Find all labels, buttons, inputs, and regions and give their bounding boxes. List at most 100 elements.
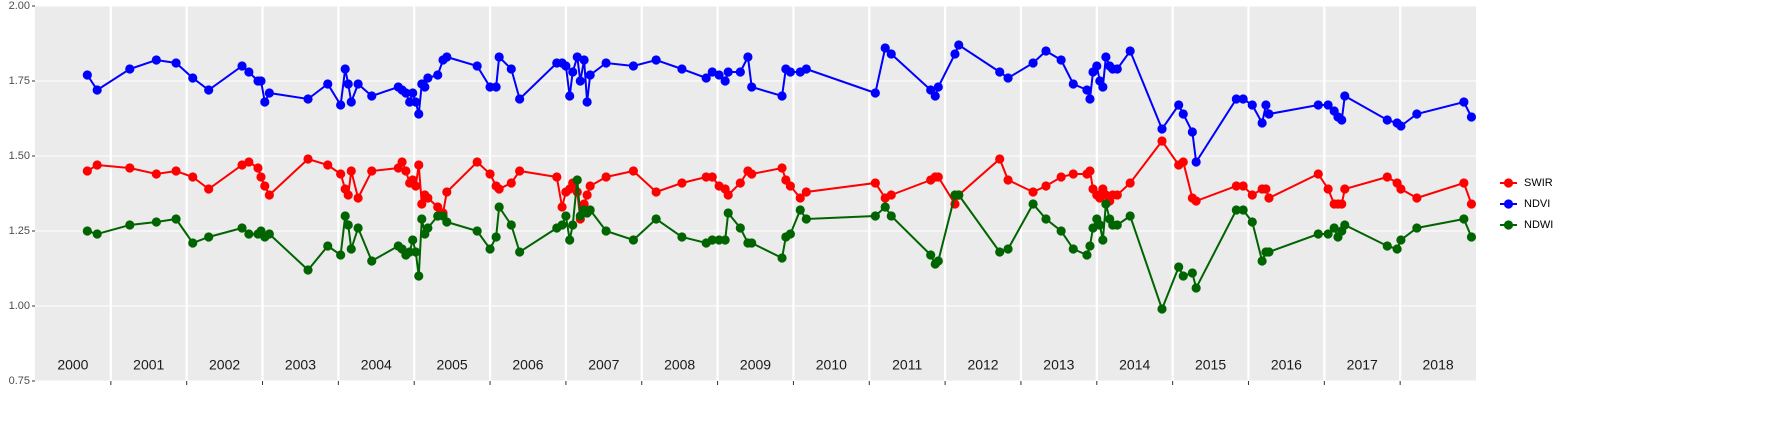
plot-panel bbox=[35, 6, 1476, 381]
data-point bbox=[601, 58, 611, 68]
data-point bbox=[795, 205, 805, 215]
data-point bbox=[1412, 223, 1422, 233]
data-point bbox=[1329, 223, 1339, 233]
data-point bbox=[777, 91, 787, 101]
data-point bbox=[244, 229, 254, 239]
data-point bbox=[1041, 181, 1051, 191]
data-point bbox=[720, 76, 730, 86]
data-point bbox=[1247, 190, 1257, 200]
data-point bbox=[1382, 115, 1392, 125]
data-point bbox=[1459, 178, 1469, 188]
year-label: 2010 bbox=[816, 357, 847, 373]
data-point bbox=[417, 214, 427, 224]
data-point bbox=[1257, 118, 1267, 128]
data-point bbox=[323, 160, 333, 170]
data-point bbox=[1261, 184, 1271, 194]
data-point bbox=[707, 235, 717, 245]
data-point bbox=[367, 256, 377, 266]
data-point bbox=[1412, 193, 1422, 203]
data-point bbox=[1340, 184, 1350, 194]
data-point bbox=[743, 52, 753, 62]
data-point bbox=[1082, 250, 1092, 260]
data-point bbox=[1191, 196, 1201, 206]
year-label: 2017 bbox=[1347, 357, 1378, 373]
data-point bbox=[125, 64, 135, 74]
data-point bbox=[886, 49, 896, 59]
data-point bbox=[565, 235, 575, 245]
data-point bbox=[1098, 82, 1108, 92]
legend-key-point bbox=[1503, 178, 1514, 188]
data-point bbox=[933, 82, 943, 92]
data-point bbox=[1095, 220, 1105, 230]
data-point bbox=[125, 163, 135, 173]
data-point bbox=[397, 157, 407, 167]
data-point bbox=[1157, 124, 1167, 134]
year-label: 2016 bbox=[1271, 357, 1302, 373]
data-point bbox=[677, 64, 687, 74]
data-point bbox=[204, 184, 214, 194]
data-point bbox=[367, 91, 377, 101]
data-point bbox=[1337, 199, 1347, 209]
data-point bbox=[1041, 214, 1051, 224]
data-point bbox=[1238, 94, 1248, 104]
data-point bbox=[1340, 91, 1350, 101]
data-point bbox=[1125, 211, 1135, 221]
data-point bbox=[1092, 61, 1102, 71]
data-point bbox=[411, 181, 421, 191]
data-point bbox=[677, 232, 687, 242]
data-point bbox=[303, 265, 313, 275]
data-point bbox=[1466, 199, 1477, 209]
data-point bbox=[561, 211, 571, 221]
data-point bbox=[442, 52, 452, 62]
data-point bbox=[886, 190, 896, 200]
data-point bbox=[1396, 235, 1406, 245]
data-point bbox=[1068, 244, 1078, 254]
data-point bbox=[414, 160, 424, 170]
year-label: 2002 bbox=[209, 357, 240, 373]
data-point bbox=[401, 166, 411, 176]
data-point bbox=[442, 217, 452, 227]
data-point bbox=[237, 61, 247, 71]
data-point bbox=[870, 178, 880, 188]
data-point bbox=[720, 235, 730, 245]
year-label: 2013 bbox=[1043, 357, 1074, 373]
data-point bbox=[442, 187, 452, 197]
data-point bbox=[601, 172, 611, 182]
data-point bbox=[1098, 235, 1108, 245]
legend-label: NDVI bbox=[1524, 198, 1550, 210]
data-point bbox=[651, 55, 661, 65]
data-point bbox=[204, 232, 214, 242]
data-point bbox=[408, 235, 418, 245]
year-label: 2004 bbox=[361, 357, 392, 373]
data-point bbox=[260, 97, 270, 107]
data-point bbox=[886, 211, 896, 221]
data-point bbox=[795, 193, 805, 203]
data-point bbox=[552, 172, 562, 182]
data-point bbox=[572, 175, 582, 185]
data-point bbox=[651, 214, 661, 224]
data-point bbox=[417, 199, 427, 209]
data-point bbox=[870, 88, 880, 98]
data-point bbox=[336, 169, 346, 179]
data-point bbox=[353, 193, 363, 203]
data-point bbox=[1041, 46, 1051, 56]
data-point bbox=[485, 244, 495, 254]
data-point bbox=[585, 205, 595, 215]
data-point bbox=[423, 73, 433, 83]
data-point bbox=[568, 220, 578, 230]
data-point bbox=[506, 178, 516, 188]
data-point bbox=[494, 52, 504, 62]
data-point bbox=[171, 214, 181, 224]
data-point bbox=[336, 250, 346, 260]
data-point bbox=[1231, 181, 1241, 191]
data-point bbox=[557, 220, 567, 230]
data-point bbox=[995, 247, 1005, 257]
data-point bbox=[151, 169, 161, 179]
data-point bbox=[930, 91, 940, 101]
year-label: 2012 bbox=[967, 357, 998, 373]
data-point bbox=[1056, 226, 1066, 236]
y-tick-label: 2.00 bbox=[9, 0, 30, 12]
data-point bbox=[1264, 193, 1274, 203]
data-point bbox=[954, 190, 964, 200]
